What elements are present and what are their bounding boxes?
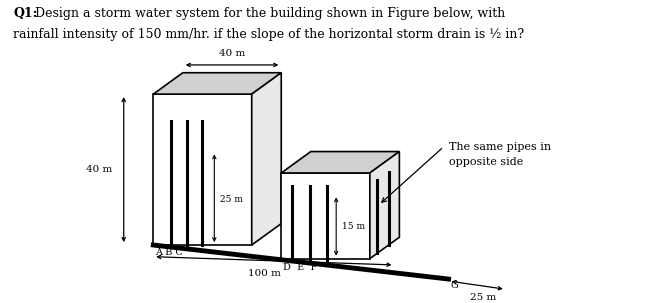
Text: The same pipes in
opposite side: The same pipes in opposite side — [449, 142, 551, 167]
Polygon shape — [153, 94, 252, 245]
Text: D  E  F: D E F — [283, 262, 317, 271]
Polygon shape — [252, 73, 281, 245]
Polygon shape — [281, 173, 370, 259]
Text: 25 m: 25 m — [220, 195, 243, 204]
Polygon shape — [153, 73, 281, 94]
Text: rainfall intensity of 150 mm/hr. if the slope of the horizontal storm drain is ½: rainfall intensity of 150 mm/hr. if the … — [13, 28, 525, 41]
Text: A B C: A B C — [155, 248, 183, 257]
Text: Design a storm water system for the building shown in Figure below, with: Design a storm water system for the buil… — [31, 7, 506, 19]
Text: 100 m: 100 m — [248, 269, 280, 278]
Text: 40 m: 40 m — [86, 165, 112, 174]
Text: G: G — [451, 281, 458, 290]
Polygon shape — [370, 152, 399, 259]
Text: 25 m: 25 m — [470, 293, 496, 302]
Text: 15 m: 15 m — [342, 221, 366, 231]
Polygon shape — [281, 152, 399, 173]
Text: 40 m: 40 m — [219, 49, 245, 58]
Text: Q1:: Q1: — [13, 7, 38, 19]
